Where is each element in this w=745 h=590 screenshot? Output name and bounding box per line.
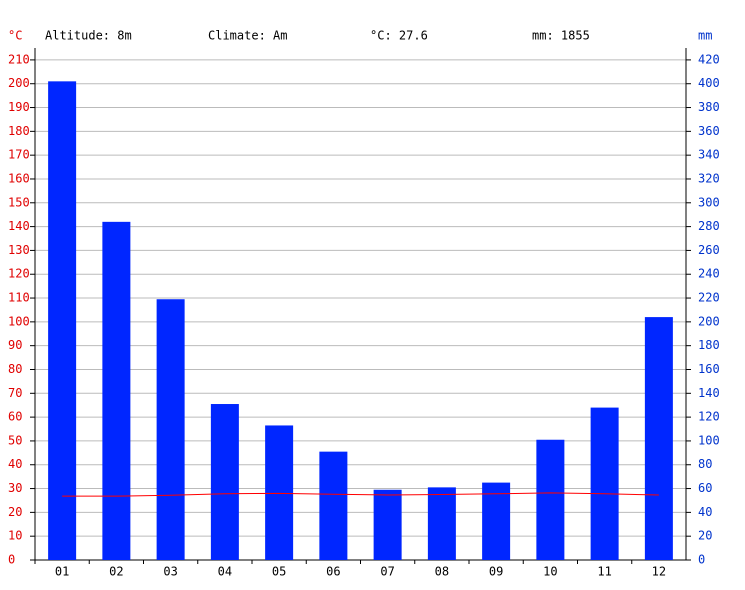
y-tick-label: 210 (8, 52, 30, 66)
y-axis-label: °C (8, 29, 22, 43)
bar (482, 482, 511, 560)
y-tick-label: 90 (8, 338, 22, 352)
altitude: Altitude: 8m (45, 29, 132, 43)
y2-tick-label: 340 (698, 148, 720, 162)
y-tick-label: 190 (8, 100, 30, 114)
bar (644, 317, 673, 560)
y-tick-label: 20 (8, 505, 22, 519)
mean-temp: °C: 27.6 (370, 29, 428, 43)
y-tick-label: 80 (8, 362, 22, 376)
y-tick-label: 100 (8, 314, 30, 328)
bar (427, 487, 456, 560)
y-tick-label: 10 (8, 529, 22, 543)
climate: Climate: Am (208, 29, 287, 43)
y-tick-label: 130 (8, 243, 30, 257)
x-tick-label: 07 (380, 565, 394, 579)
bar (265, 425, 294, 560)
y2-tick-label: 120 (698, 410, 720, 424)
y-tick-label: 60 (8, 410, 22, 424)
x-tick-label: 08 (435, 565, 449, 579)
y2-tick-label: 260 (698, 243, 720, 257)
bar (156, 299, 185, 560)
y2-tick-label: 420 (698, 52, 720, 66)
x-tick-label: 09 (489, 565, 503, 579)
y-tick-label: 140 (8, 219, 30, 233)
y-tick-label: 110 (8, 291, 30, 305)
y2-tick-label: 240 (698, 267, 720, 281)
y2-tick-label: 140 (698, 386, 720, 400)
y-tick-label: 50 (8, 433, 22, 447)
x-tick-label: 10 (543, 565, 557, 579)
y2-tick-label: 100 (698, 433, 720, 447)
y2-tick-label: 60 (698, 481, 712, 495)
y2-tick-label: 0 (698, 553, 705, 567)
bar (590, 407, 619, 560)
y-tick-label: 150 (8, 195, 30, 209)
y-tick-label: 160 (8, 171, 30, 185)
bar (48, 81, 77, 560)
y2-tick-label: 360 (698, 124, 720, 138)
y-tick-label: 200 (8, 76, 30, 90)
y2-tick-label: 300 (698, 195, 720, 209)
y2-tick-label: 160 (698, 362, 720, 376)
bar (373, 489, 402, 560)
temperature-line (62, 492, 659, 497)
x-tick-label: 06 (326, 565, 340, 579)
y-tick-label: 120 (8, 267, 30, 281)
bar (536, 439, 565, 560)
y2-tick-label: 40 (698, 505, 712, 519)
y2-tick-label: 80 (698, 457, 712, 471)
total-precip: mm: 1855 (532, 29, 590, 43)
y2-tick-label: 320 (698, 171, 720, 185)
y2-tick-label: 20 (698, 529, 712, 543)
x-tick-label: 01 (55, 565, 69, 579)
y-tick-label: 30 (8, 481, 22, 495)
bar (210, 404, 239, 560)
x-tick-label: 04 (218, 565, 232, 579)
y-tick-label: 70 (8, 386, 22, 400)
y2-tick-label: 400 (698, 76, 720, 90)
x-tick-label: 05 (272, 565, 286, 579)
y-tick-label: 170 (8, 148, 30, 162)
y-tick-label: 40 (8, 457, 22, 471)
y2-tick-label: 280 (698, 219, 720, 233)
x-tick-label: 03 (163, 565, 177, 579)
y2-tick-label: 380 (698, 100, 720, 114)
x-tick-label: 12 (652, 565, 666, 579)
y2-tick-label: 200 (698, 314, 720, 328)
x-tick-label: 02 (109, 565, 123, 579)
x-tick-label: 11 (597, 565, 611, 579)
y2-tick-label: 180 (698, 338, 720, 352)
y2-tick-label: 220 (698, 291, 720, 305)
bar (319, 451, 348, 560)
y2-axis-label: mm (698, 29, 712, 43)
bar (102, 221, 131, 560)
y-tick-label: 180 (8, 124, 30, 138)
y-tick-label: 0 (8, 553, 15, 567)
